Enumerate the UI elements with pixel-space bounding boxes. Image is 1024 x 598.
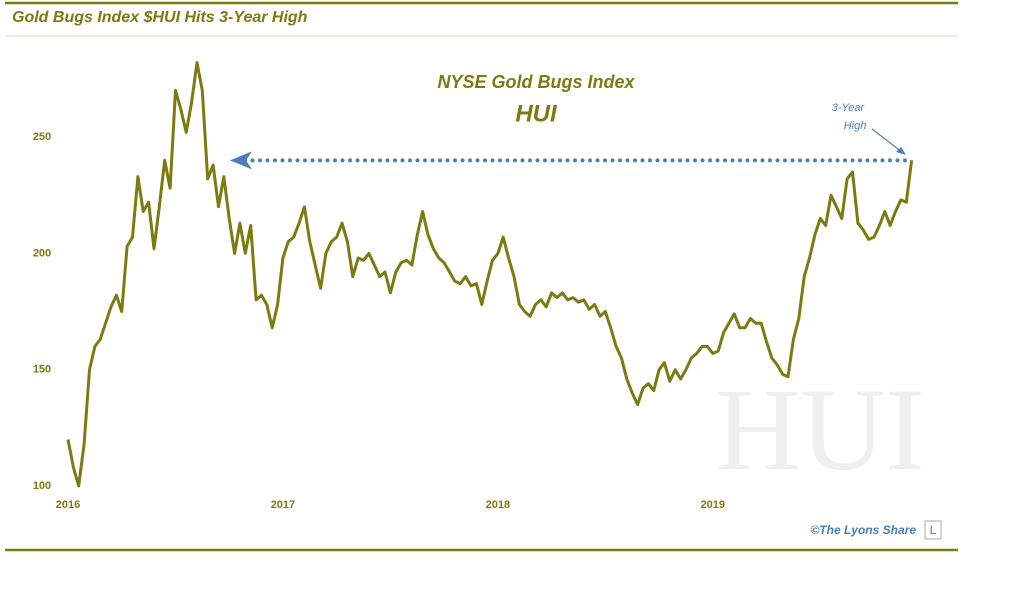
watermark: HUI [715,364,925,495]
x-tick-label: 2019 [701,499,725,511]
logo: L [930,523,937,537]
high-level-arrow-head [230,151,252,170]
annotation-arrow [871,128,903,153]
annotation-text: 3-Year [832,102,866,114]
y-tick-label: 100 [33,480,51,492]
annotation-arrow-head [896,147,906,155]
y-tick-label: 250 [33,131,51,143]
chart-heading: NYSE Gold Bugs Index [437,72,635,92]
x-tick-label: 2018 [486,499,510,511]
chart-heading: HUI [515,100,558,127]
x-tick-label: 2017 [271,499,295,511]
y-tick-label: 150 [33,364,51,376]
credit: ©The Lyons Share [810,523,916,537]
y-tick-label: 200 [33,247,51,259]
hui-line [66,61,914,488]
x-tick-label: 2016 [56,499,80,511]
logo-box [924,520,942,540]
page-title: Gold Bugs Index $HUI Hits 3-Year High [12,9,308,26]
annotation-text: High [844,120,867,132]
